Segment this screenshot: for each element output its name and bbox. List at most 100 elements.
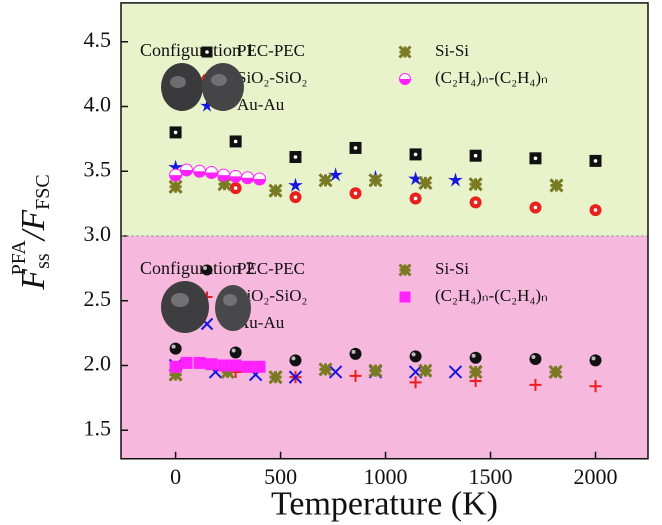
- marker-part: [270, 371, 282, 383]
- marker-part: [410, 350, 422, 362]
- legend-marker: [202, 47, 213, 58]
- x-tick-label: 0: [170, 464, 181, 489]
- marker: [230, 170, 242, 182]
- marker: [350, 187, 362, 199]
- marker-part: [254, 361, 266, 373]
- marker: [289, 151, 301, 163]
- marker-part: [232, 349, 236, 353]
- y-tick-label: 4.0: [84, 92, 112, 117]
- legend-label: PEC-PEC: [237, 259, 305, 278]
- marker-part: [181, 357, 193, 369]
- marker-part: [470, 352, 482, 364]
- y-tick-label: 2.5: [84, 286, 112, 311]
- marker: [410, 350, 422, 362]
- marker: [289, 191, 301, 203]
- marker: [170, 126, 182, 138]
- marker-part: [202, 265, 213, 276]
- marker: [181, 357, 193, 369]
- y-axis-label: FssPFA/FFSC: [8, 174, 54, 290]
- marker-part: [414, 153, 418, 157]
- marker-part: [172, 345, 176, 349]
- marker-part: [354, 191, 358, 195]
- legend-label: Au-Au: [237, 95, 285, 114]
- marker-part: [412, 352, 416, 356]
- y-label-part: /F: [15, 209, 52, 242]
- marker: [590, 155, 602, 167]
- marker-part: [592, 356, 596, 360]
- marker-part: [550, 366, 562, 378]
- y-tick-label: 4.5: [84, 27, 112, 52]
- legend-label: PEC-PEC: [237, 41, 305, 60]
- y-tick-label: 1.5: [84, 415, 112, 440]
- chart: 3.54.04.5Configuration 1PEC-PECSiO₂-SiO₂…: [0, 0, 662, 525]
- legend-marker: [400, 47, 411, 58]
- marker-part: [170, 361, 182, 373]
- y-tick-label: 3.5: [84, 156, 112, 181]
- marker-part: [270, 185, 282, 197]
- marker-part: [320, 363, 332, 375]
- x-tick-label: 2000: [574, 464, 618, 489]
- marker: [369, 365, 381, 377]
- marker: [550, 179, 562, 191]
- marker: [170, 169, 182, 181]
- legend-label: (C₂H₄)ₙ-(C₂H₄)ₙ: [435, 68, 548, 87]
- panel-background: [121, 3, 648, 236]
- marker-part: [419, 365, 431, 377]
- marker: [320, 363, 332, 375]
- marker-part: [474, 201, 478, 205]
- marker-part: [294, 195, 298, 199]
- marker: [369, 174, 381, 186]
- legend-marker: [400, 265, 411, 276]
- marker-part: [205, 50, 209, 54]
- marker-part: [590, 354, 602, 366]
- marker: [529, 353, 541, 365]
- y-label-part: FSC: [32, 174, 54, 210]
- marker: [270, 371, 282, 383]
- marker: [350, 348, 362, 360]
- marker-part: [350, 348, 362, 360]
- marker: [550, 366, 562, 378]
- marker-part: [205, 358, 217, 370]
- marker-part: [594, 159, 598, 163]
- particle: [161, 281, 209, 333]
- marker-part: [230, 360, 242, 372]
- marker: [410, 148, 422, 160]
- marker-part: [400, 47, 411, 58]
- marker: [194, 357, 206, 369]
- marker-part: [400, 265, 411, 276]
- marker-part: [594, 208, 598, 212]
- legend-label: Si-Si: [435, 259, 469, 278]
- marker-part: [354, 146, 358, 150]
- particle: [215, 285, 251, 331]
- legend-marker: [400, 292, 411, 303]
- marker-part: [534, 206, 538, 210]
- marker: [410, 192, 422, 204]
- marker-part: [320, 174, 332, 186]
- marker: [590, 354, 602, 366]
- particle-highlight: [171, 293, 189, 307]
- marker-part: [472, 354, 476, 358]
- marker-part: [529, 353, 541, 365]
- marker-part: [534, 157, 538, 161]
- marker: [419, 177, 431, 189]
- marker-part: [369, 174, 381, 186]
- marker-part: [218, 360, 230, 372]
- marker: [470, 352, 482, 364]
- marker: [470, 178, 482, 190]
- marker: [205, 167, 217, 179]
- marker: [350, 142, 362, 154]
- marker: [230, 135, 242, 147]
- marker: [218, 360, 230, 372]
- marker-part: [289, 354, 301, 366]
- legend-label: Si-Si: [435, 41, 469, 60]
- marker: [242, 361, 254, 373]
- marker-part: [470, 178, 482, 190]
- marker: [254, 173, 266, 185]
- marker: [218, 169, 230, 181]
- particle-highlight: [223, 294, 237, 306]
- marker-part: [194, 357, 206, 369]
- marker: [320, 174, 332, 186]
- marker-part: [474, 154, 478, 158]
- marker: [230, 182, 242, 194]
- marker: [529, 202, 541, 214]
